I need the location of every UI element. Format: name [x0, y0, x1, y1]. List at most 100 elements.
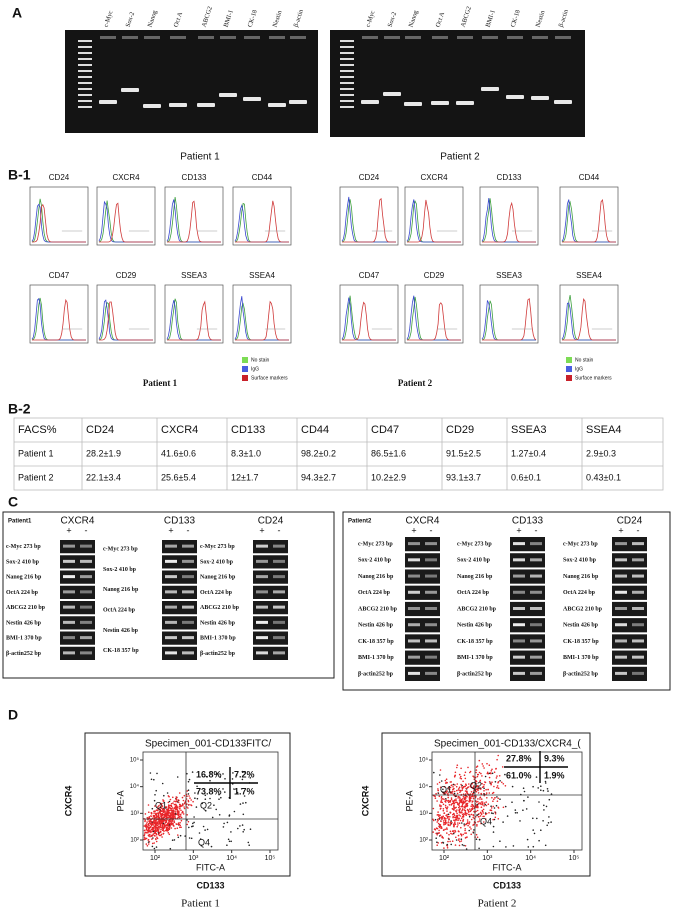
event-dot — [512, 845, 515, 847]
event-dot — [446, 828, 448, 831]
event-dot — [166, 792, 169, 794]
gel-band — [431, 101, 449, 105]
legend-label: Surface markers — [575, 375, 612, 381]
event-dot — [235, 774, 238, 776]
gel-band — [383, 92, 401, 96]
event-dot — [490, 812, 493, 814]
ladder-band — [78, 100, 92, 102]
event-dot — [459, 819, 462, 822]
gel-title: CD133 — [512, 516, 544, 527]
event-dot — [436, 783, 439, 785]
ladder-band — [78, 88, 92, 90]
event-dot — [440, 796, 443, 798]
event-dot — [462, 800, 465, 802]
event-dot — [450, 803, 453, 805]
panel-label: C — [8, 494, 18, 510]
histogram-frame — [232, 284, 292, 344]
event-dot — [162, 828, 164, 831]
event-dot — [163, 794, 165, 797]
event-dot — [492, 818, 495, 821]
event-dot — [464, 801, 466, 803]
gel-strip — [253, 616, 288, 630]
event-dot — [151, 845, 154, 848]
event-dot — [227, 838, 230, 841]
histogram-title: CD44 — [252, 173, 273, 182]
event-dot — [186, 819, 188, 821]
well — [532, 36, 548, 39]
event-dot — [532, 817, 534, 820]
event-dot — [460, 775, 462, 778]
event-dot — [467, 824, 469, 827]
gel-band — [80, 636, 92, 640]
event-dot — [147, 838, 150, 841]
event-dot — [170, 821, 172, 824]
lane-label: c-Myc — [103, 10, 115, 28]
event-dot — [461, 813, 464, 816]
gel-band — [99, 100, 117, 104]
event-dot — [151, 835, 153, 838]
event-dot — [523, 790, 526, 793]
event-dot — [476, 836, 479, 838]
legend-label: IgG — [251, 366, 259, 372]
event-dot — [475, 782, 477, 785]
y-marker-label: CXCR4 — [63, 786, 73, 817]
event-dot — [174, 816, 176, 818]
event-dot — [442, 798, 444, 800]
gel-band — [243, 97, 261, 101]
event-dot — [168, 819, 170, 822]
gel-strip — [612, 553, 647, 568]
gel-strip — [162, 631, 197, 645]
event-dot — [177, 811, 179, 813]
event-dot — [193, 821, 195, 824]
event-dot — [169, 847, 172, 850]
event-dot — [490, 809, 493, 812]
table-cell: 2.9±0.3 — [586, 448, 616, 458]
event-dot — [470, 809, 473, 811]
event-dot — [466, 836, 468, 838]
event-dot — [463, 823, 466, 825]
event-dot — [158, 804, 160, 807]
event-dot — [168, 833, 171, 836]
event-dot — [152, 837, 154, 839]
event-dot — [204, 794, 207, 797]
event-dot — [465, 787, 467, 790]
event-dot — [148, 811, 150, 813]
well — [122, 36, 138, 39]
event-dot — [480, 798, 483, 800]
event-dot — [149, 835, 151, 838]
event-dot — [451, 821, 453, 824]
event-dot — [456, 766, 458, 769]
event-dot — [542, 789, 545, 792]
gene-label: Nestin 426 bp — [457, 623, 493, 629]
event-dot — [493, 771, 496, 773]
event-dot — [158, 827, 160, 829]
event-dot — [532, 829, 534, 831]
event-dot — [228, 815, 231, 817]
event-dot — [156, 772, 158, 775]
event-dot — [177, 816, 180, 819]
event-dot — [206, 828, 209, 831]
event-dot — [210, 845, 213, 848]
gel-band — [256, 651, 268, 655]
y-tick-label: 10⁵ — [130, 757, 140, 764]
legend-label: Surface markers — [251, 375, 288, 381]
event-dot — [464, 832, 466, 834]
x-marker-label: CD133 — [493, 880, 521, 890]
event-dot — [476, 823, 478, 826]
event-dot — [458, 844, 461, 847]
event-dot — [453, 805, 455, 808]
table-header: CD24 — [86, 424, 114, 436]
event-dot — [172, 796, 174, 799]
gel-band — [530, 542, 542, 546]
event-dot — [218, 814, 221, 816]
event-dot — [165, 829, 167, 832]
event-dot — [160, 814, 163, 816]
event-dot — [446, 813, 449, 816]
event-dot — [452, 816, 454, 819]
event-dot — [165, 815, 168, 818]
event-dot — [163, 814, 166, 816]
gel-band — [530, 558, 542, 562]
event-dot — [443, 812, 445, 814]
event-dot — [466, 819, 469, 821]
event-dot — [239, 825, 241, 827]
